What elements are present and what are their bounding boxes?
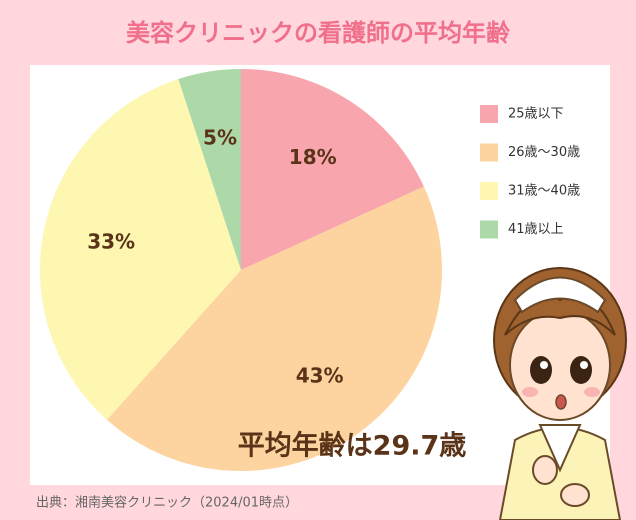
pie-slice [178, 69, 241, 270]
annotation: 平均年齢は29.7歳 [238, 430, 467, 462]
data-label: 33% [87, 229, 135, 253]
legend-swatch [480, 143, 498, 162]
pie: 18% 43% 33% 5% [40, 69, 442, 471]
legend: 25歳以下 26歳〜30歳 31歳〜40歳 41歳以上 [480, 105, 580, 239]
legend-label: 26歳〜30歳 [508, 145, 580, 160]
chart-title: 美容クリニックの看護師の平均年齢 [126, 19, 511, 47]
data-label: 18% [289, 145, 337, 169]
pie-slice [40, 79, 241, 420]
legend-label: 25歳以下 [508, 107, 564, 122]
legend-swatch [480, 220, 498, 239]
data-label: 43% [296, 363, 344, 387]
source: 出典：湘南美容クリニック（2024/01時点） [36, 495, 298, 511]
pie-slice [241, 69, 424, 270]
legend-label: 31歳〜40歳 [508, 184, 580, 199]
data-label: 5% [203, 126, 237, 150]
legend-swatch [480, 182, 498, 200]
nurse-illustration [493, 267, 627, 520]
pie-slice [106, 186, 442, 471]
legend-swatch [480, 105, 498, 123]
legend-label: 41歳以上 [508, 222, 564, 237]
